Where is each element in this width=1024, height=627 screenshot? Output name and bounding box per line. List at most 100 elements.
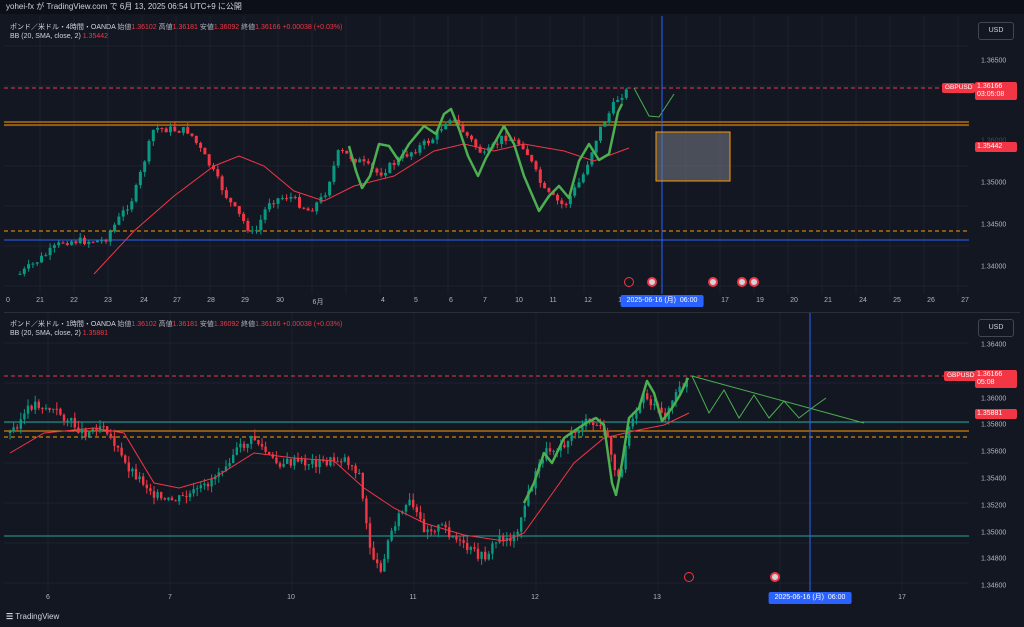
candle-body — [328, 181, 332, 196]
candle-body — [318, 459, 321, 468]
candle-body — [607, 113, 611, 123]
candle-body — [255, 230, 258, 232]
candle-body — [412, 499, 415, 508]
time-axis-1h[interactable]: 6 7 10 11 12 13 17 2025-06-16 (月) 06:00 — [4, 591, 969, 605]
candle-body — [444, 524, 447, 528]
tv-logo-icon: ☰ — [6, 612, 14, 621]
candle-body — [439, 129, 443, 131]
candle-body — [404, 505, 408, 512]
candle-body — [239, 443, 242, 448]
candle-body — [552, 450, 555, 452]
candle-body — [61, 242, 65, 244]
price-axis-4h[interactable]: 1.36500 1.36000 1.35000 1.34500 1.34000 … — [973, 16, 1020, 308]
candle-body — [121, 210, 125, 217]
candle-body — [559, 444, 562, 451]
candle-body — [217, 472, 220, 477]
us-flag-icon[interactable] — [770, 572, 780, 582]
event-bolt-icon[interactable] — [684, 572, 694, 582]
candle-body — [268, 451, 271, 455]
candle-body — [289, 196, 293, 199]
candle-body — [491, 543, 494, 554]
candle-body — [315, 202, 319, 212]
projection-path — [691, 375, 827, 419]
price-plot-4h[interactable] — [4, 16, 969, 294]
candle-body — [170, 497, 174, 501]
candle-body — [206, 483, 210, 487]
candle-body — [340, 461, 343, 463]
symbol-header-1h: ポンド／米ドル・1時間・OANDA 始値1.36102 高値1.36181 安値… — [10, 321, 343, 328]
candle-body — [59, 408, 62, 415]
candle-body — [164, 128, 168, 133]
candle-body — [405, 154, 409, 157]
candle-body — [31, 263, 35, 265]
candle-body — [473, 547, 476, 549]
candle-body — [220, 176, 224, 191]
candle-body — [126, 209, 129, 211]
candle-body — [286, 458, 289, 464]
chart-pane-4h[interactable]: ポンド／米ドル・4時間・OANDA 始値1.36102 高値1.36181 安値… — [4, 16, 1020, 308]
candle-body — [26, 405, 30, 414]
chart-pane-1h[interactable]: ポンド／米ドル・1時間・OANDA 始値1.36102 高値1.36181 安値… — [4, 312, 1020, 605]
candle-body — [470, 135, 473, 140]
candle-body — [353, 158, 357, 163]
candle-body — [560, 200, 564, 205]
candle-body — [70, 241, 74, 245]
candle-body — [616, 99, 620, 102]
currency-button[interactable]: USD — [978, 319, 1014, 337]
candle-body — [134, 185, 138, 202]
candle-body — [674, 392, 678, 401]
us-flag-icon[interactable] — [708, 277, 718, 287]
indicator-legend-bb[interactable]: BB (20, SMA, close, 2) 1.35881 — [10, 330, 109, 337]
candle-body — [384, 172, 387, 176]
candle-body — [545, 448, 548, 460]
candle-body — [152, 491, 156, 498]
bb-price-label: 1.35442 — [975, 142, 1017, 152]
time-axis-4h[interactable]: 0 21 22 23 24 27 28 29 30 6月 4 5 6 7 10 … — [6, 295, 969, 307]
candle-body — [581, 426, 584, 431]
candle-body — [433, 531, 436, 533]
price-plot-1h[interactable] — [4, 313, 969, 591]
candle-body — [264, 446, 267, 452]
candle-body — [117, 216, 121, 225]
change-value: +0.00038 (+0.03%) — [282, 321, 343, 328]
us-flag-icon[interactable] — [647, 277, 657, 287]
projection-path — [691, 375, 865, 424]
candle-body — [113, 224, 117, 232]
candle-body — [610, 436, 613, 455]
candle-body — [594, 140, 598, 153]
candle-body — [242, 443, 246, 448]
candle-body — [521, 144, 525, 150]
candle-body — [461, 125, 465, 133]
candle-body — [263, 209, 267, 220]
candle-body — [116, 445, 120, 448]
candle-body — [65, 243, 69, 245]
candle-body — [538, 169, 542, 183]
indicator-legend-bb[interactable]: BB (20, SMA, close, 2) 1.35442 — [10, 33, 109, 40]
candle-body — [214, 476, 217, 480]
us-flag-icon[interactable] — [749, 277, 759, 287]
tradingview-logo[interactable]: ☰ TradingView — [6, 612, 60, 621]
candle-body — [336, 150, 340, 166]
price-axis-1h[interactable]: 1.36400 1.36000 1.35800 1.35600 1.35400 … — [973, 313, 1020, 605]
candle-body — [427, 140, 430, 144]
candle-body — [37, 401, 40, 408]
candle-body — [190, 133, 194, 136]
candle-body — [260, 444, 264, 447]
candle-body — [169, 126, 172, 133]
candle-body — [469, 547, 472, 550]
candle-body — [203, 483, 206, 486]
candle-body — [498, 535, 501, 543]
candle-body — [372, 547, 375, 560]
event-bolt-icon[interactable] — [624, 277, 634, 287]
candle-body — [487, 553, 490, 560]
change-value: +0.00038 (+0.03%) — [282, 24, 343, 31]
candle-body — [394, 526, 397, 531]
candle-body — [437, 524, 440, 532]
candle-body — [173, 126, 177, 132]
currency-button[interactable]: USD — [978, 22, 1014, 40]
candle-body — [358, 472, 361, 474]
candle-body — [408, 499, 411, 506]
candle-body — [221, 470, 224, 473]
uk-flag-icon[interactable] — [737, 277, 747, 287]
candle-body — [504, 135, 508, 141]
